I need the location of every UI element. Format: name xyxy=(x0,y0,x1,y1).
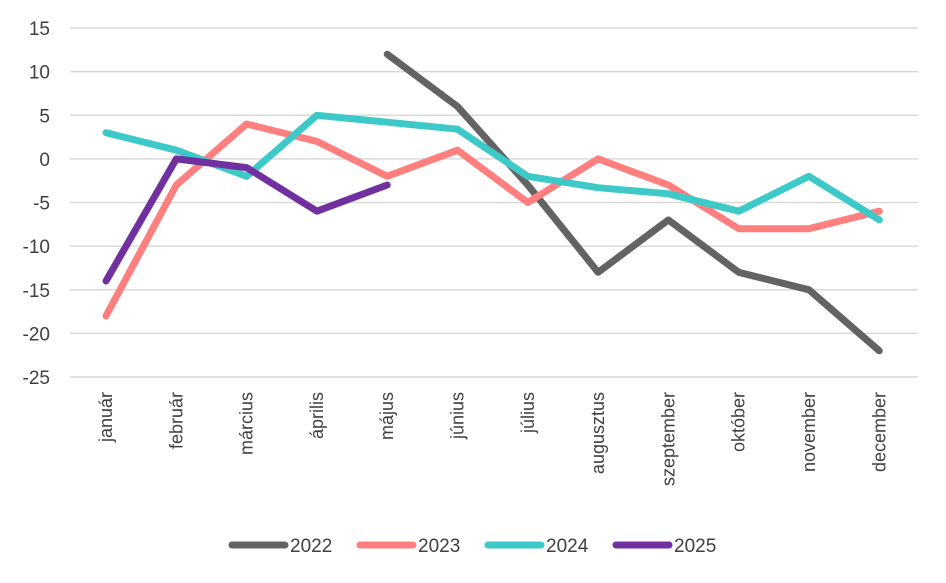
x-tick-label: február xyxy=(166,392,186,449)
x-axis-ticks: január február március április május június jú… xyxy=(96,392,889,486)
y-tick-label: -15 xyxy=(23,281,50,302)
x-tick-label: december xyxy=(869,392,889,472)
x-tick-label: augusztus xyxy=(588,392,608,474)
legend: 2022 2023 2024 2025 xyxy=(228,536,716,557)
x-tick-label: május xyxy=(377,392,397,440)
x-tick-label: november xyxy=(799,392,819,472)
legend-label: 2023 xyxy=(418,536,460,557)
legend-label: 2025 xyxy=(674,536,716,557)
x-tick-label: január xyxy=(96,392,116,443)
y-axis-ticks: 15 10 5 0 -5 -10 -15 -20 -25 xyxy=(23,19,50,389)
x-tick-label: július xyxy=(518,392,538,434)
series-lines xyxy=(102,50,883,355)
series-line-2024 xyxy=(102,111,883,224)
y-tick-label: -25 xyxy=(23,368,50,389)
series-line-2023 xyxy=(102,120,883,320)
x-tick-label: június xyxy=(448,392,468,440)
series-line-2022 xyxy=(383,50,883,355)
x-tick-label: április xyxy=(307,392,327,439)
series-line-2025 xyxy=(102,155,391,285)
x-tick-label: szeptember xyxy=(658,392,678,486)
y-tick-label: 10 xyxy=(29,63,50,84)
y-tick-label: 15 xyxy=(29,19,50,40)
grid-lines xyxy=(70,27,918,378)
x-tick-label: október xyxy=(729,392,749,452)
y-tick-label: -20 xyxy=(23,324,50,345)
y-tick-label: -10 xyxy=(23,237,50,258)
y-tick-label: 0 xyxy=(39,150,50,171)
legend-label: 2022 xyxy=(290,536,332,557)
legend-label: 2024 xyxy=(546,536,589,557)
x-tick-label: március xyxy=(237,392,257,455)
y-tick-label: -5 xyxy=(33,194,50,215)
y-tick-label: 5 xyxy=(39,106,50,127)
